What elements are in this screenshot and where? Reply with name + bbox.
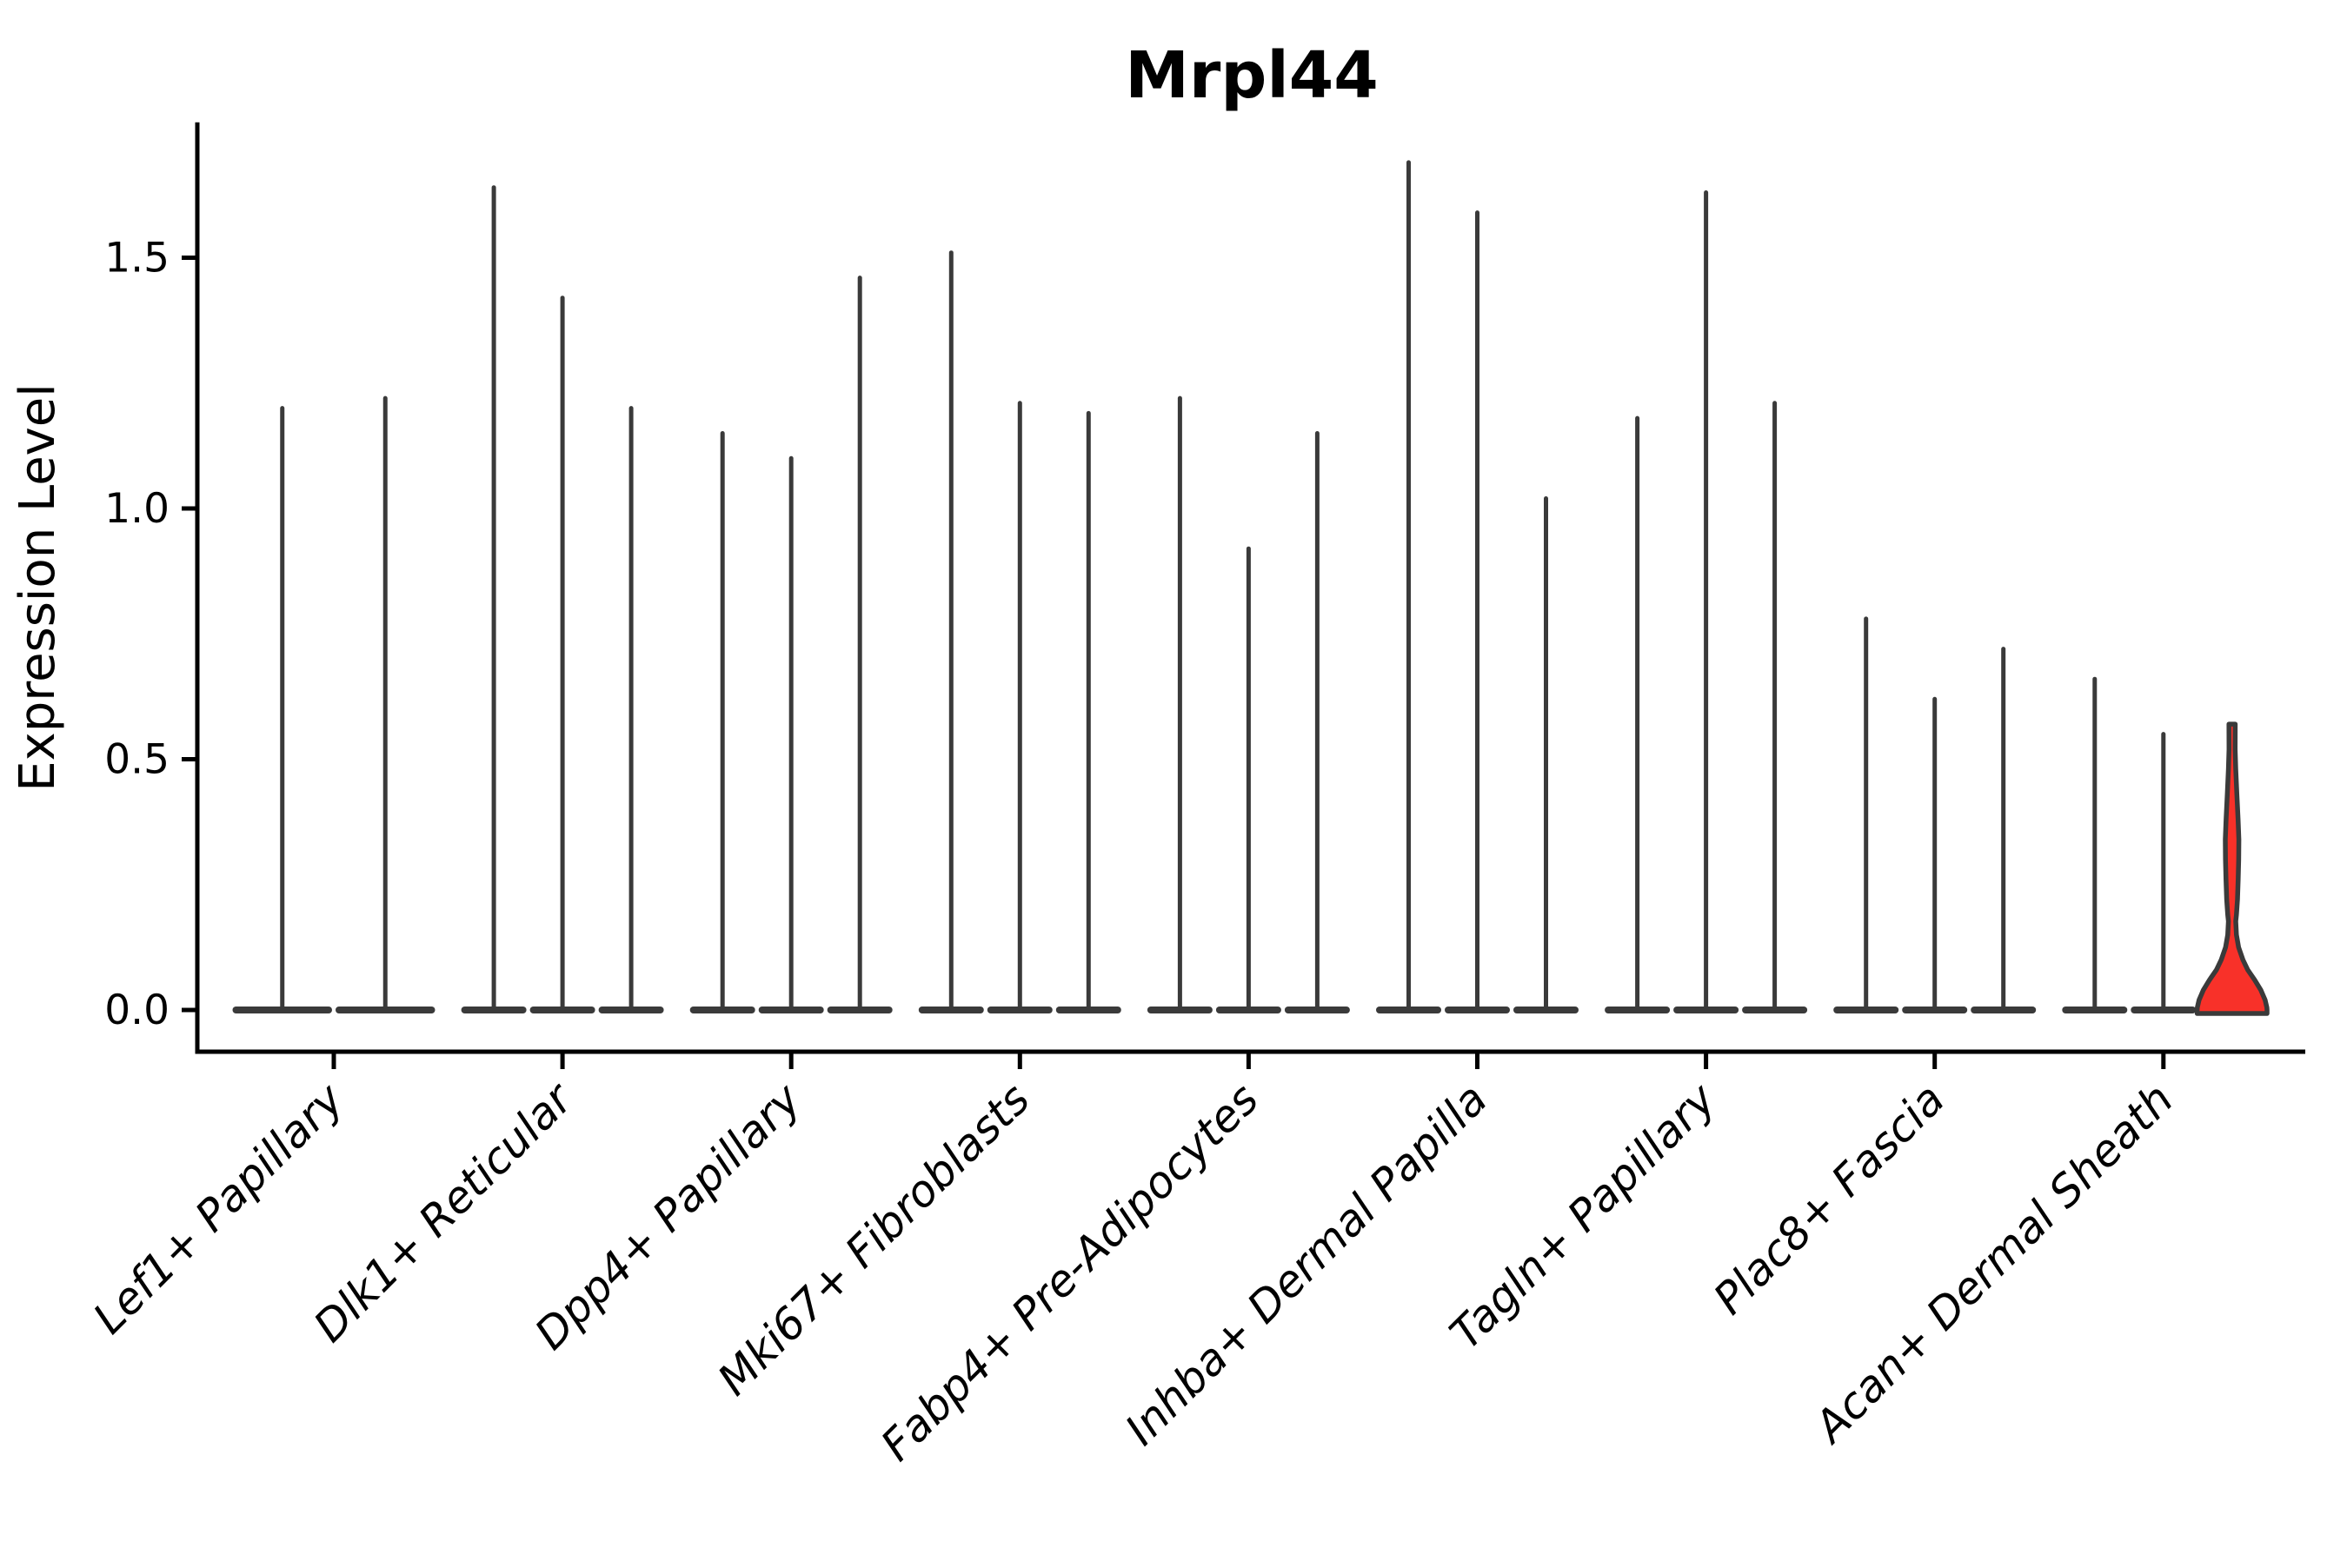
axis-layer — [182, 122, 2305, 1069]
x-tick-label: Acan+ Dermal Sheath — [1803, 1073, 2183, 1453]
x-tick-label: Plac8+ Fascia — [1704, 1073, 1954, 1324]
chart-title: Mrpl44 — [1125, 38, 1378, 113]
y-tick-label: 1.5 — [104, 235, 170, 282]
violin-layer — [232, 160, 2270, 1016]
x-tick-label: Fabp4+ Pre-Adipocytes — [871, 1073, 1268, 1471]
x-tick-label: Inhba+ Dermal Papilla — [1116, 1073, 1497, 1454]
y-tick-label: 1.0 — [104, 485, 170, 533]
y-axis-title: Expression Level — [10, 383, 66, 792]
y-tick-label: 0.0 — [104, 987, 170, 1034]
x-tick-label: Lef1+ Papillary — [83, 1073, 354, 1343]
y-tick-label: 0.5 — [104, 736, 170, 784]
highlighted-violin — [2194, 721, 2270, 1016]
